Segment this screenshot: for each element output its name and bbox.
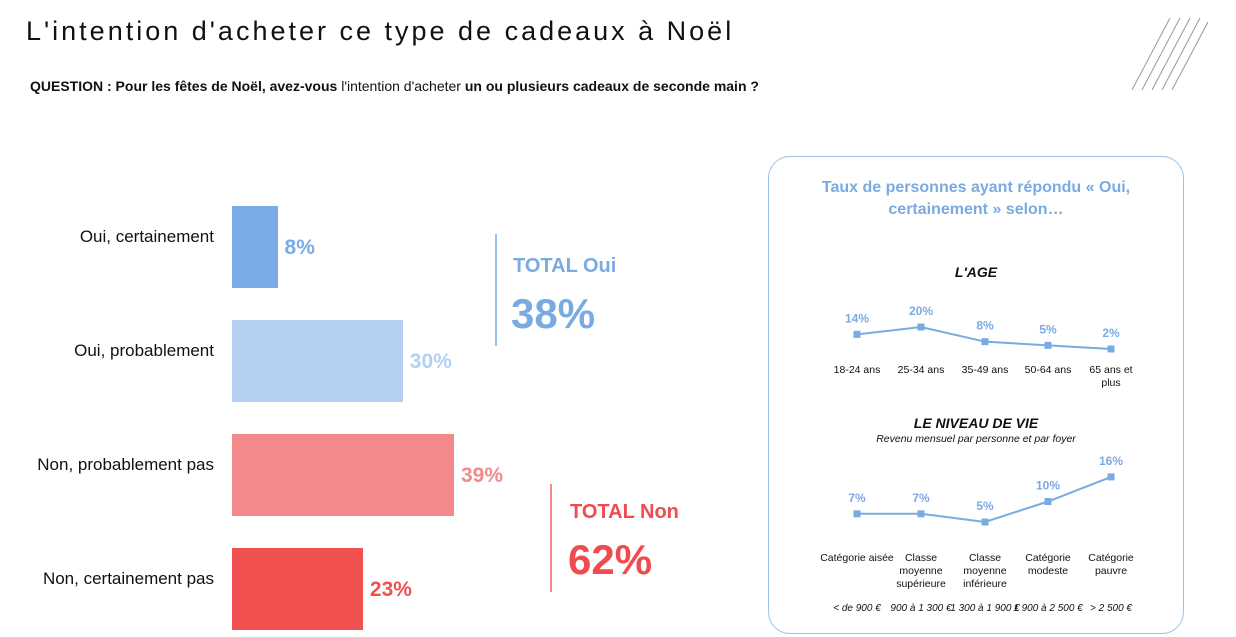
data-label: 5%: [976, 499, 994, 513]
category-label: Classe: [905, 552, 937, 564]
income-line-chart: 7% 7%5%10%16%Catégorie aisée Classemoyenne…: [820, 454, 1134, 614]
bar-non-certainement: [232, 548, 363, 630]
income-range-label: 1 300 à 1 900 €: [950, 603, 1020, 614]
data-label: 7%: [848, 491, 866, 505]
bar-label-oui-probablement: Oui, probablement: [74, 341, 214, 360]
data-point: [853, 510, 861, 518]
data-point: [1044, 341, 1052, 349]
category-label: Catégorie: [1088, 552, 1134, 564]
category-label: plus: [1101, 377, 1120, 389]
data-label: 7%: [912, 491, 930, 505]
category-label: Classe: [969, 552, 1001, 564]
question-suffix: un ou plusieurs cadeaux de seconde main …: [460, 78, 759, 94]
category-label: Catégorie aisée: [820, 552, 894, 564]
bar-oui-probablement: [232, 320, 403, 402]
data-point: [1107, 473, 1115, 481]
bar-non-probablement: [232, 434, 454, 516]
bar-label-oui-certainement: Oui, certainement: [79, 227, 214, 246]
question-prefix: QUESTION : Pour les fêtes de Noël, avez-…: [30, 78, 342, 94]
age-section-title: L'AGE: [954, 264, 998, 280]
category-label: moyenne: [963, 565, 1006, 577]
category-label: Catégorie: [1025, 552, 1071, 564]
category-label: inférieure: [963, 578, 1007, 590]
data-point: [981, 518, 989, 526]
decorative-stripes: [1131, 17, 1208, 91]
data-label: 2%: [1102, 326, 1120, 340]
data-label: 16%: [1099, 454, 1123, 468]
category-label: 18-24 ans: [834, 364, 881, 376]
bar-value-non-certainement: 23%: [369, 578, 412, 601]
question-text: QUESTION : Pour les fêtes de Noël, avez-…: [30, 78, 759, 94]
data-point: [981, 338, 989, 346]
category-label: moyenne: [899, 565, 942, 577]
category-label: 25-34 ans: [898, 364, 945, 376]
bar-oui-certainement: [232, 206, 278, 288]
total-non-value: 62%: [568, 536, 653, 583]
data-point: [917, 510, 925, 518]
age-line-chart: 14% 20% 8% 5% 2% 18-24 ans 25-34 ans 35-49 ans 5…: [834, 304, 1133, 389]
category-label: 50-64 ans: [1025, 364, 1072, 376]
data-point: [917, 323, 925, 331]
income-range-label: < de 900 €: [833, 603, 881, 614]
data-label: 20%: [909, 304, 933, 318]
total-oui-divider: [495, 234, 497, 346]
bar-label-non-certainement: Non, certainement pas: [42, 569, 214, 588]
total-oui-value: 38%: [511, 290, 596, 337]
data-label: 5%: [1039, 322, 1057, 336]
question-highlight: l'intention d'acheter: [341, 78, 461, 94]
income-range-label: 900 à 1 300 €: [890, 603, 952, 614]
bar-value-oui-certainement: 8%: [284, 236, 315, 259]
income-section-title: LE NIVEAU DE VIE: [913, 415, 1039, 431]
income-range-label: > 2 500 €: [1090, 603, 1132, 614]
category-label: 35-49 ans: [962, 364, 1009, 376]
panel-title-line2: certainement » selon…: [888, 201, 1064, 218]
data-label: 8%: [976, 319, 994, 333]
total-non-divider: [550, 484, 552, 592]
income-range-label: 1 900 à 2 500 €: [1013, 603, 1083, 614]
category-label: 65 ans et: [1089, 364, 1132, 376]
income-section-subtitle: Revenu mensuel par personne et par foyer: [876, 433, 1076, 445]
data-label: 10%: [1036, 479, 1060, 493]
bar-value-non-probablement: 39%: [461, 464, 504, 487]
data-point: [1044, 498, 1052, 505]
data-point: [1107, 345, 1115, 353]
category-label: pauvre: [1095, 565, 1127, 577]
bar-label-non-probablement: Non, probablement pas: [37, 455, 214, 474]
data-label: 14%: [845, 311, 869, 325]
total-non-label: TOTAL Non: [570, 501, 679, 523]
panel-title: Taux de personnes ayant répondu « Oui, c…: [769, 177, 1183, 221]
bar-value-oui-probablement: 30%: [409, 350, 452, 373]
category-label: supérieure: [896, 578, 946, 590]
data-point: [853, 330, 861, 338]
page-title: L'intention d'acheter ce type de cadeaux…: [26, 16, 735, 46]
total-oui-label: TOTAL Oui: [513, 255, 617, 277]
panel-title-line1: Taux de personnes ayant répondu « Oui,: [821, 179, 1131, 196]
category-label: modeste: [1028, 565, 1068, 577]
breakdown-panel: Taux de personnes ayant répondu « Oui, c…: [768, 156, 1184, 634]
